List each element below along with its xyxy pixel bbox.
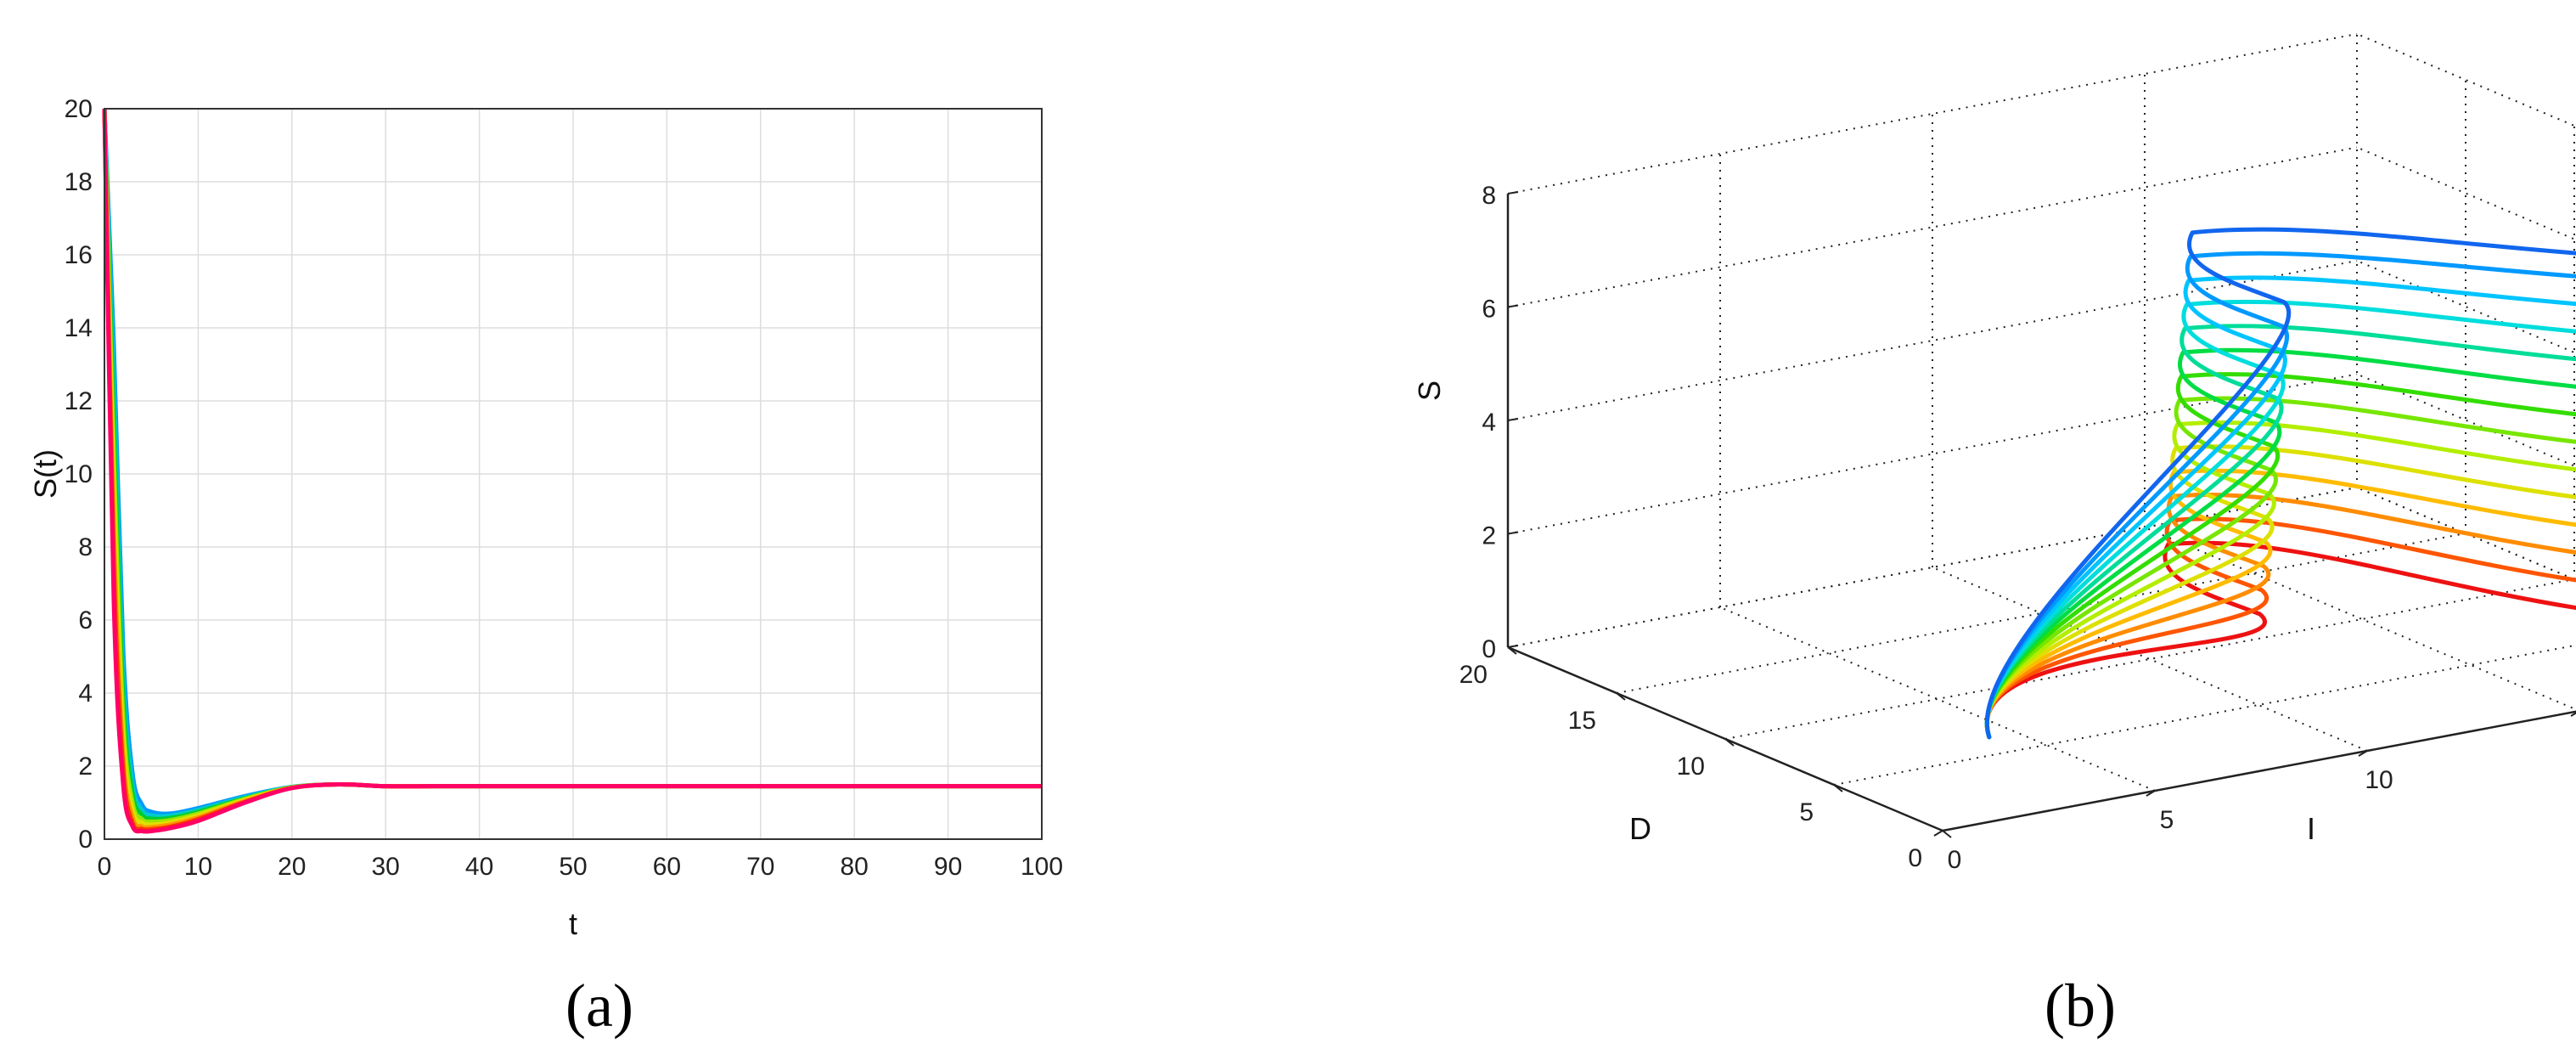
a-y-tick-label: 8 <box>78 533 93 561</box>
b-wall-gridline <box>1507 146 2358 308</box>
b-trajectories <box>1984 227 2576 740</box>
a-x-tick-label: 20 <box>278 853 306 881</box>
b-z-tick-mark <box>1507 531 1519 535</box>
b-axes <box>1506 191 2576 838</box>
a-x-tick-label: 0 <box>98 853 112 881</box>
a-x-tick-label: 10 <box>184 853 212 881</box>
b-trajectory <box>1984 468 2576 740</box>
a-y-tick-label: 14 <box>65 314 93 342</box>
b-wall-gridline <box>1507 487 2358 648</box>
b-x-axis-line <box>1942 710 2576 832</box>
b-trajectory <box>1984 324 2576 740</box>
b-wall-gridline <box>1507 33 2358 195</box>
a-y-tick-label: 4 <box>78 679 93 708</box>
b-x-tick-mark <box>1933 830 1943 837</box>
a-x-axis-label: t <box>569 906 577 941</box>
a-x-tick-labels: 0 10 20 30 40 50 60 70 80 90 100 <box>98 853 1063 881</box>
b-floor-gridline <box>1833 644 2576 786</box>
b-trajectory <box>1984 444 2576 740</box>
b-trajectory <box>1984 492 2576 740</box>
b-trajectory <box>1984 516 2576 740</box>
b-x-tick-mark <box>2146 790 2156 797</box>
b-x-tick-mark <box>2358 750 2368 757</box>
a-series-line <box>102 108 1042 834</box>
b-floor-gridline <box>1616 533 2466 694</box>
b-trajectory <box>1984 347 2576 740</box>
b-floor-gridline <box>1724 578 2575 740</box>
a-y-tick-label: 2 <box>78 753 93 781</box>
a-x-tick-label: 90 <box>934 853 962 881</box>
a-grid <box>104 108 1043 840</box>
a-plot-frame <box>104 108 1043 840</box>
b-y-tick-label: 10 <box>1677 753 1705 781</box>
b-trajectory <box>1984 299 2576 740</box>
b-z-tick-mark <box>1507 645 1519 648</box>
a-x-tick-label: 100 <box>1021 853 1063 881</box>
b-grid-box <box>1507 33 2576 832</box>
b-tick-labels: 051015200510152002468 <box>1460 182 2393 874</box>
a-x-tick-label: 60 <box>653 853 681 881</box>
b-wall-gridline <box>1507 260 2358 421</box>
a-x-tick-label: 40 <box>465 853 493 881</box>
b-y-tick-mark <box>1942 830 1952 838</box>
a-y-tick-label: 10 <box>65 460 93 488</box>
b-wall-gridline <box>2356 33 2576 127</box>
b-z-axis-label: S <box>1412 381 1447 401</box>
b-trajectory <box>1984 540 2576 740</box>
b-z-tick-mark <box>1507 418 1519 421</box>
b-y-tick-label: 15 <box>1568 707 1596 735</box>
a-y-tick-label: 16 <box>65 241 93 269</box>
b-y-tick-label: 5 <box>1799 798 1814 826</box>
a-y-tick-label: 18 <box>65 168 93 196</box>
a-series-lines <box>102 108 1042 834</box>
a-x-tick-label: 70 <box>746 853 774 881</box>
b-y-axis-label: D <box>1629 811 1651 846</box>
a-y-tick-labels: 0 2 4 6 8 10 12 14 16 18 20 <box>65 95 93 854</box>
b-y-tick-mark <box>1616 692 1626 701</box>
b-trajectory <box>1984 372 2576 740</box>
b-z-tick-label: 0 <box>1482 635 1496 663</box>
b-x-tick-label: 10 <box>2365 766 2393 794</box>
b-x-axis-label: I <box>2307 811 2315 846</box>
b-x-tick-mark <box>2570 712 2576 717</box>
b-z-tick-mark <box>1507 304 1519 308</box>
b-x-tick-label: 5 <box>2160 806 2174 834</box>
panel-a-chart: 0 10 20 30 40 50 60 70 80 90 100 0 2 4 6 8 10 12 14 16 18 20… <box>28 95 1063 1040</box>
a-x-tick-label: 30 <box>372 853 400 881</box>
b-trajectory <box>1984 251 2576 740</box>
b-z-tick-label: 6 <box>1482 296 1496 324</box>
a-x-tick-label: 80 <box>841 853 869 881</box>
a-y-tick-label: 0 <box>78 826 93 854</box>
b-y-tick-mark <box>1507 646 1517 655</box>
b-y-tick-label: 0 <box>1908 844 1922 872</box>
b-y-tick-mark <box>1833 784 1843 792</box>
a-y-tick-label: 6 <box>78 606 93 634</box>
b-trajectory <box>1984 396 2576 740</box>
a-y-axis-label: S(t) <box>28 449 63 499</box>
b-wall-gridline <box>2356 487 2576 581</box>
panel-b-chart: 051015200510152002468 I D S (b) <box>1412 33 2576 1040</box>
b-trajectory <box>1984 227 2576 740</box>
b-floor-gridline <box>1932 567 2368 752</box>
b-z-tick-mark <box>1507 191 1519 195</box>
b-floor-gridline <box>1942 710 2576 832</box>
b-trajectory <box>1984 275 2576 740</box>
b-z-tick-label: 8 <box>1482 182 1496 210</box>
a-y-tick-label: 12 <box>65 387 93 415</box>
b-z-tick-label: 4 <box>1482 409 1496 437</box>
panel-b-label: (b) <box>2044 972 2116 1040</box>
a-x-tick-label: 50 <box>559 853 587 881</box>
b-floor-gridline <box>2356 487 2576 581</box>
a-y-tick-label: 20 <box>65 95 93 123</box>
b-x-tick-label: 0 <box>1948 846 1962 874</box>
panel-a-label: (a) <box>565 972 633 1040</box>
b-y-tick-label: 20 <box>1460 661 1488 689</box>
b-y-tick-mark <box>1724 738 1735 747</box>
b-z-tick-label: 2 <box>1482 522 1496 550</box>
